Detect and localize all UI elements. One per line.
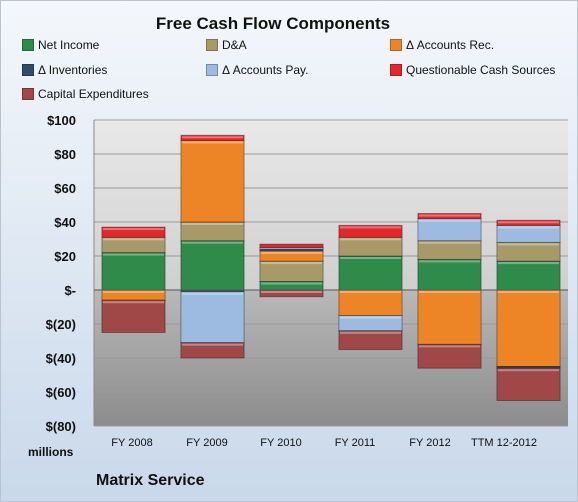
y-tick-label: $40 — [54, 215, 76, 230]
bar-segment-net-income — [338, 255, 403, 291]
legend-swatch — [22, 64, 34, 76]
bar-segment-questionable-cash-sources — [338, 224, 403, 238]
unit-label: millions — [28, 445, 74, 459]
bar-segment-d-a — [259, 260, 324, 283]
bar-segment-capital-expenditures — [496, 367, 561, 402]
legend-swatch — [22, 39, 34, 51]
bar-segment-highlight — [497, 262, 560, 265]
x-tick-label: TTM 12-2012 — [470, 437, 538, 449]
bar-segment-d-a — [338, 236, 403, 257]
y-tick-label: $80 — [54, 147, 76, 162]
bar-segment-highlight — [102, 253, 165, 256]
legend-label: D&A — [222, 38, 247, 52]
bar-segment-highlight — [339, 257, 402, 259]
bar-segment-highlight — [418, 219, 481, 222]
bar-segment-highlight — [102, 291, 165, 293]
bar-segment-highlight — [497, 243, 560, 246]
y-tick-label: $(60) — [45, 385, 76, 400]
bar-segment-highlight — [260, 282, 323, 285]
bar-segment-accounts-rec — [180, 139, 245, 223]
y-tick-label: $(40) — [45, 351, 76, 366]
legend-item-net-income: Net Income — [22, 38, 99, 52]
legend-label: Δ Accounts Pay. — [222, 63, 309, 77]
y-tick-label: $60 — [54, 181, 76, 196]
bar-segment-questionable-cash-sources — [180, 134, 245, 141]
y-tick-label: $- — [64, 283, 76, 298]
legend-swatch — [22, 88, 34, 100]
bar-segment-net-income — [417, 258, 482, 291]
bar-segment-highlight — [181, 241, 244, 244]
bar-segment-net-income — [180, 240, 245, 291]
legend-item-questionable-cash: Questionable Cash Sources — [390, 63, 555, 77]
bar-segment-questionable-cash-sources — [101, 226, 166, 238]
legend-label: Δ Accounts Rec. — [406, 38, 495, 52]
legend-label: Capital Expenditures — [38, 87, 149, 101]
bar-segment-highlight — [181, 292, 244, 295]
legend-item-da: D&A — [206, 38, 247, 52]
bar-segment-highlight — [339, 331, 402, 334]
bar-segment-net-income — [101, 252, 166, 291]
bar-segment-questionable-cash-sources — [259, 243, 324, 249]
bar-segment-highlight — [260, 291, 323, 293]
bar-segment-highlight — [181, 141, 244, 144]
bar-segment-accounts-rec — [496, 289, 561, 367]
bar-segment-questionable-cash-sources — [496, 219, 561, 226]
bar-segment-highlight — [181, 136, 244, 139]
y-tick-label: $(20) — [45, 317, 76, 332]
legend-item-accounts-rec: Δ Accounts Rec. — [390, 38, 494, 52]
bar-segment-questionable-cash-sources — [417, 213, 482, 220]
chart-title: Free Cash Flow Components — [155, 14, 391, 33]
bar-segment-highlight — [497, 226, 560, 229]
y-tick-label: $(80) — [45, 419, 76, 434]
legend-item-inventories: Δ Inventories — [22, 63, 107, 77]
bar-segment-highlight — [181, 343, 244, 346]
legend-label: Δ Inventories — [38, 63, 108, 77]
bar-segment-highlight — [418, 291, 481, 293]
x-tick-label: FY 2009 — [186, 437, 228, 449]
bar-segment-net-income — [496, 260, 561, 291]
legend-label: Questionable Cash Sources — [406, 63, 556, 77]
bar-segment-highlight — [497, 291, 560, 293]
x-tick-label: FY 2012 — [409, 437, 451, 449]
y-tick-label: $100 — [47, 113, 76, 128]
bar-segment-highlight — [339, 226, 402, 229]
legend-label: Net Income — [38, 38, 100, 52]
bar-segment-capital-expenditures — [338, 330, 403, 350]
bar-segment-highlight — [418, 260, 481, 263]
bar-segment-highlight — [181, 223, 244, 225]
bar-segment-highlight — [418, 241, 481, 244]
bar-segment-highlight — [339, 316, 402, 319]
bar-segment-highlight — [102, 301, 165, 304]
bar-segment-highlight — [102, 238, 165, 241]
y-tick-label: $20 — [54, 249, 76, 264]
bar-segment-highlight — [260, 262, 323, 265]
legend-swatch — [206, 39, 218, 51]
bar-segment-highlight — [418, 345, 481, 348]
bar-segment-capital-expenditures — [180, 342, 245, 359]
legend-swatch — [390, 39, 402, 51]
legend-swatch — [390, 64, 402, 76]
x-tick-label: FY 2010 — [260, 437, 302, 449]
bar-segment-highlight — [497, 221, 560, 224]
bar-segment-highlight — [260, 251, 323, 254]
bar-segment-accounts-pay — [180, 291, 245, 344]
bar-segment-highlight — [339, 291, 402, 293]
x-tick-label: FY 2011 — [334, 437, 376, 449]
x-tick-label: FY 2008 — [111, 437, 153, 449]
bar-segment-highlight — [497, 369, 560, 372]
legend-swatch — [206, 64, 218, 76]
company-name: Matrix Service — [96, 472, 205, 489]
bar-segment-capital-expenditures — [417, 343, 482, 369]
bar-segment-capital-expenditures — [101, 299, 166, 334]
bar-segment-accounts-rec — [338, 289, 403, 316]
legend-item-accounts-pay: Δ Accounts Pay. — [206, 63, 309, 77]
bar-segment-highlight — [102, 228, 165, 231]
bar-segment-accounts-rec — [417, 289, 482, 345]
bar-segment-accounts-pay — [417, 218, 482, 242]
plot-background-positive — [94, 120, 568, 290]
bar-segment-highlight — [418, 214, 481, 217]
legend-item-capex: Capital Expenditures — [22, 87, 149, 101]
bar-segment-highlight — [339, 238, 402, 241]
